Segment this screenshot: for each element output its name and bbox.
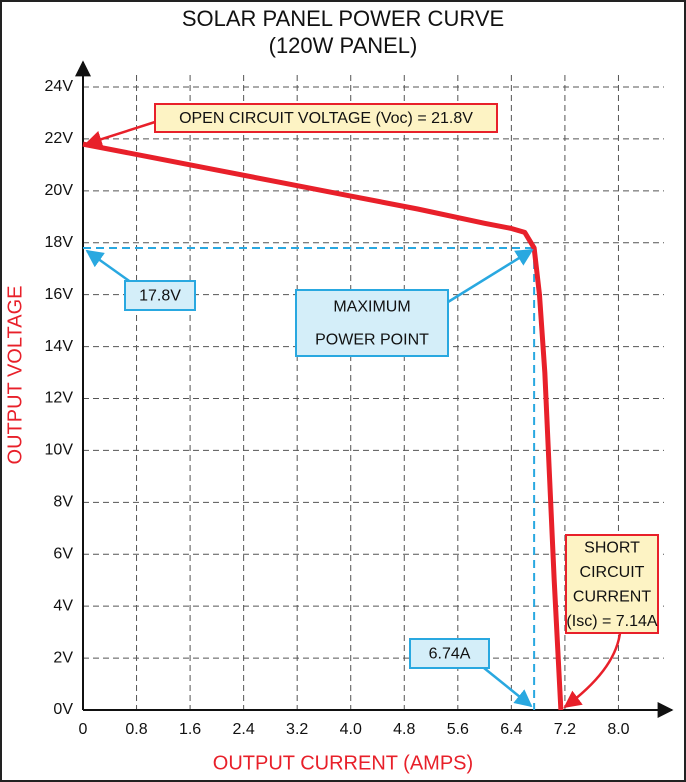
voc-box [154, 103, 498, 133]
y-tick-label: 20V [45, 182, 74, 199]
x-tick-label: 8.0 [607, 721, 629, 738]
mpp-label: MAXIMUM [333, 299, 410, 316]
y-tick-label: 22V [45, 130, 74, 147]
isc-box [565, 534, 659, 634]
power-curve [82, 141, 564, 711]
y-tick-label: 4V [53, 597, 73, 614]
imp-box [409, 638, 490, 669]
y-tick-label: 2V [53, 649, 73, 666]
chart-title: SOLAR PANEL POWER CURVE [182, 6, 504, 31]
y-tick-label: 18V [45, 234, 74, 251]
vmp-arrow [85, 249, 133, 285]
x-axis-label: OUTPUT CURRENT (AMPS) [213, 752, 473, 774]
x-tick-label: 5.6 [447, 721, 469, 738]
x-tick-label: 4.0 [340, 721, 362, 738]
isc-label: CIRCUIT [580, 564, 645, 581]
y-tick-label: 6V [53, 545, 73, 562]
y-tick-label: 0V [53, 701, 73, 718]
isc-arrow [563, 632, 622, 709]
isc-label: (Isc) = 7.14A [566, 613, 657, 630]
mpp-box [295, 289, 449, 357]
y-tick-label: 10V [45, 442, 74, 459]
x-tick-label: 0 [79, 721, 88, 738]
mpp-arrow [447, 248, 534, 304]
x-tick-label: 2.4 [233, 721, 255, 738]
voc-arrow [84, 120, 156, 148]
y-tick-label: 24V [45, 78, 74, 95]
voc-label: OPEN CIRCUIT VOLTAGE (Voc) = 21.8V [179, 110, 473, 127]
mpp-label: POWER POINT [315, 332, 429, 349]
vmp-box [124, 280, 196, 311]
x-tick-label: 4.8 [393, 721, 415, 738]
x-tick-label: 6.4 [500, 721, 522, 738]
imp-arrow [483, 667, 533, 708]
chart-subtitle: (120W PANEL) [269, 33, 418, 58]
x-tick-label: 7.2 [554, 721, 576, 738]
isc-label: SHORT [584, 539, 640, 556]
y-tick-label: 8V [53, 494, 73, 511]
y-tick-label: 12V [45, 390, 74, 407]
x-tick-label: 1.6 [179, 721, 201, 738]
y-tick-label: 16V [45, 286, 74, 303]
x-tick-label: 0.8 [125, 721, 147, 738]
x-tick-label: 3.2 [286, 721, 308, 738]
imp-label: 6.74A [429, 646, 471, 663]
isc-label: CURRENT [573, 588, 651, 605]
y-tick-label: 14V [45, 338, 74, 355]
vmp-label: 17.8V [139, 288, 181, 305]
y-axis-label: OUTPUT VOLTAGE [4, 286, 26, 465]
